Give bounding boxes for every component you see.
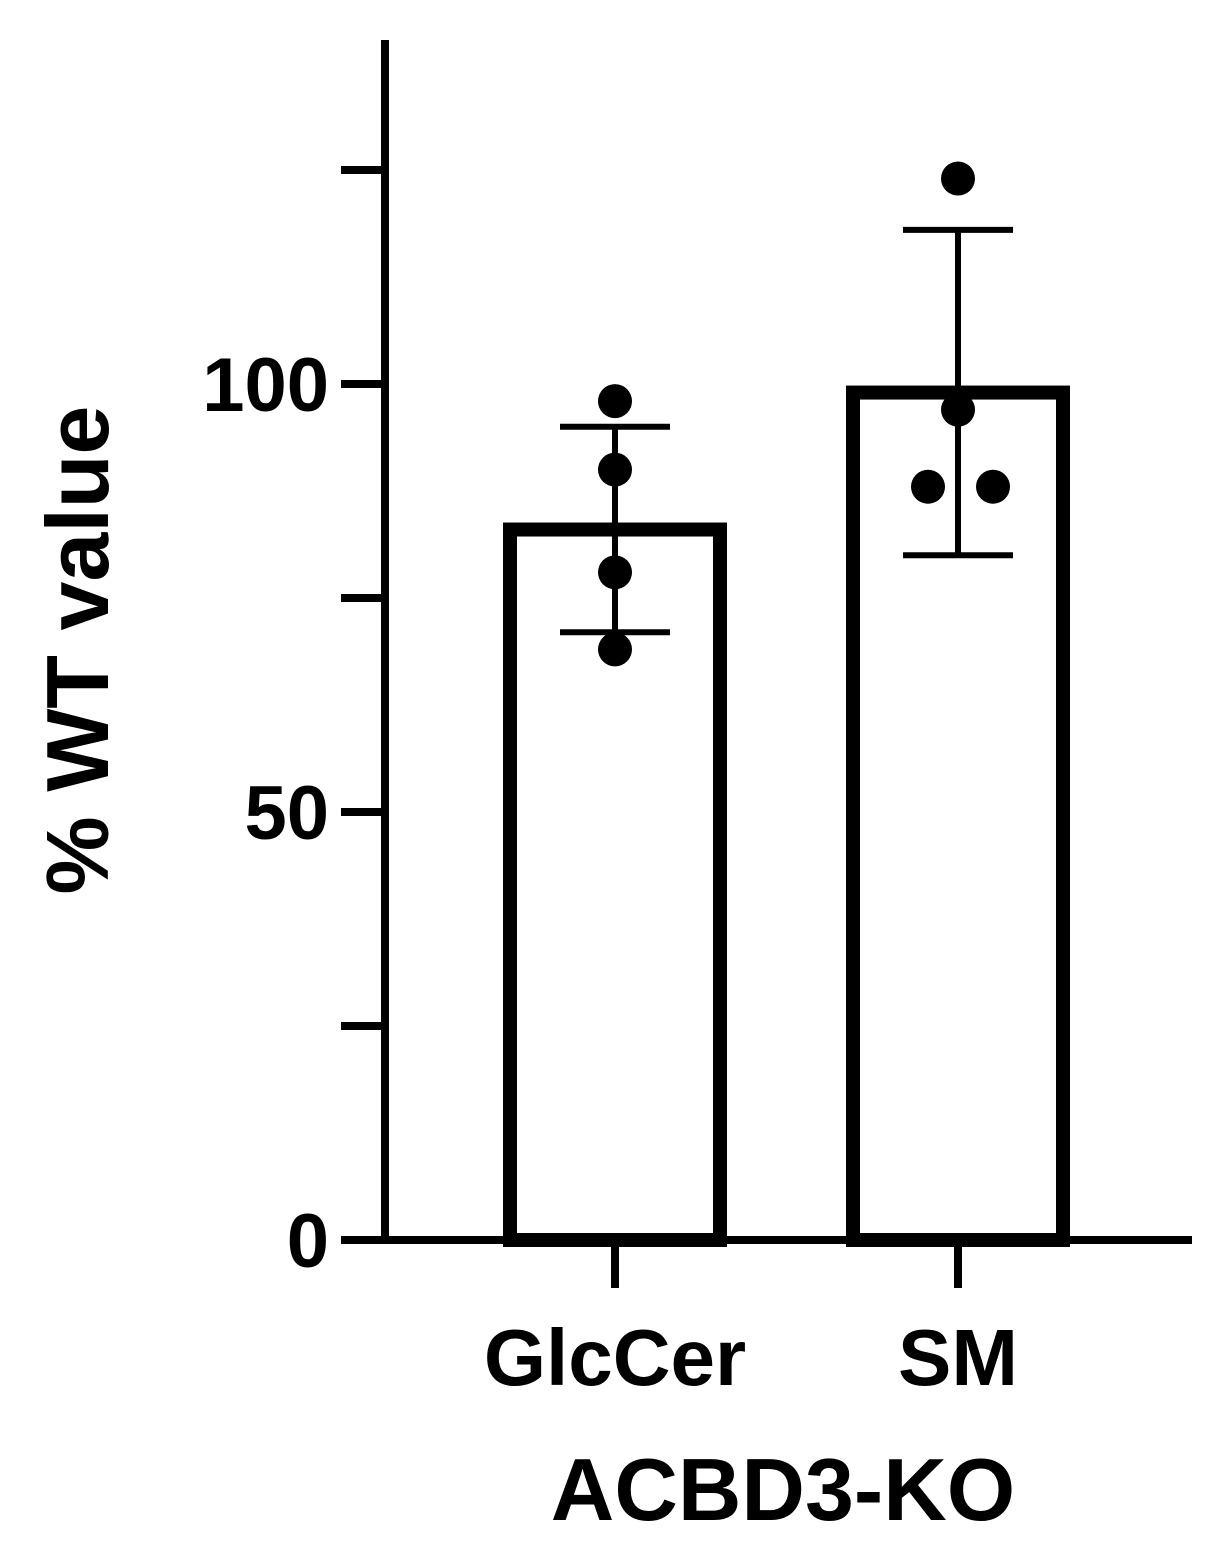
data-point: [598, 452, 632, 487]
data-point: [976, 469, 1010, 504]
axes-layer: [341, 40, 1192, 1244]
x-tick-label: SM: [898, 1313, 1018, 1402]
bars-layer: [503, 385, 1070, 1247]
x-tick-label: GlcCer: [484, 1313, 746, 1402]
y-axis-title: % WT value: [28, 406, 127, 895]
data-point: [911, 469, 945, 504]
data-points-layer: [598, 161, 1010, 667]
data-point: [598, 632, 632, 667]
error-bars-layer: [560, 226, 1013, 636]
x-ticks-layer: GlcCer SM: [484, 1240, 1018, 1402]
y-tick-label: 0: [287, 1199, 329, 1284]
data-point: [941, 392, 975, 427]
y-ticks-layer: 0 50 100: [202, 166, 385, 1284]
y-tick-label: 50: [244, 771, 329, 856]
y-tick-label: 100: [202, 343, 329, 428]
data-point: [598, 555, 632, 590]
data-point: [941, 161, 975, 196]
x-axis-title: ACBD3-KO: [551, 1440, 1015, 1539]
data-point: [598, 384, 632, 419]
